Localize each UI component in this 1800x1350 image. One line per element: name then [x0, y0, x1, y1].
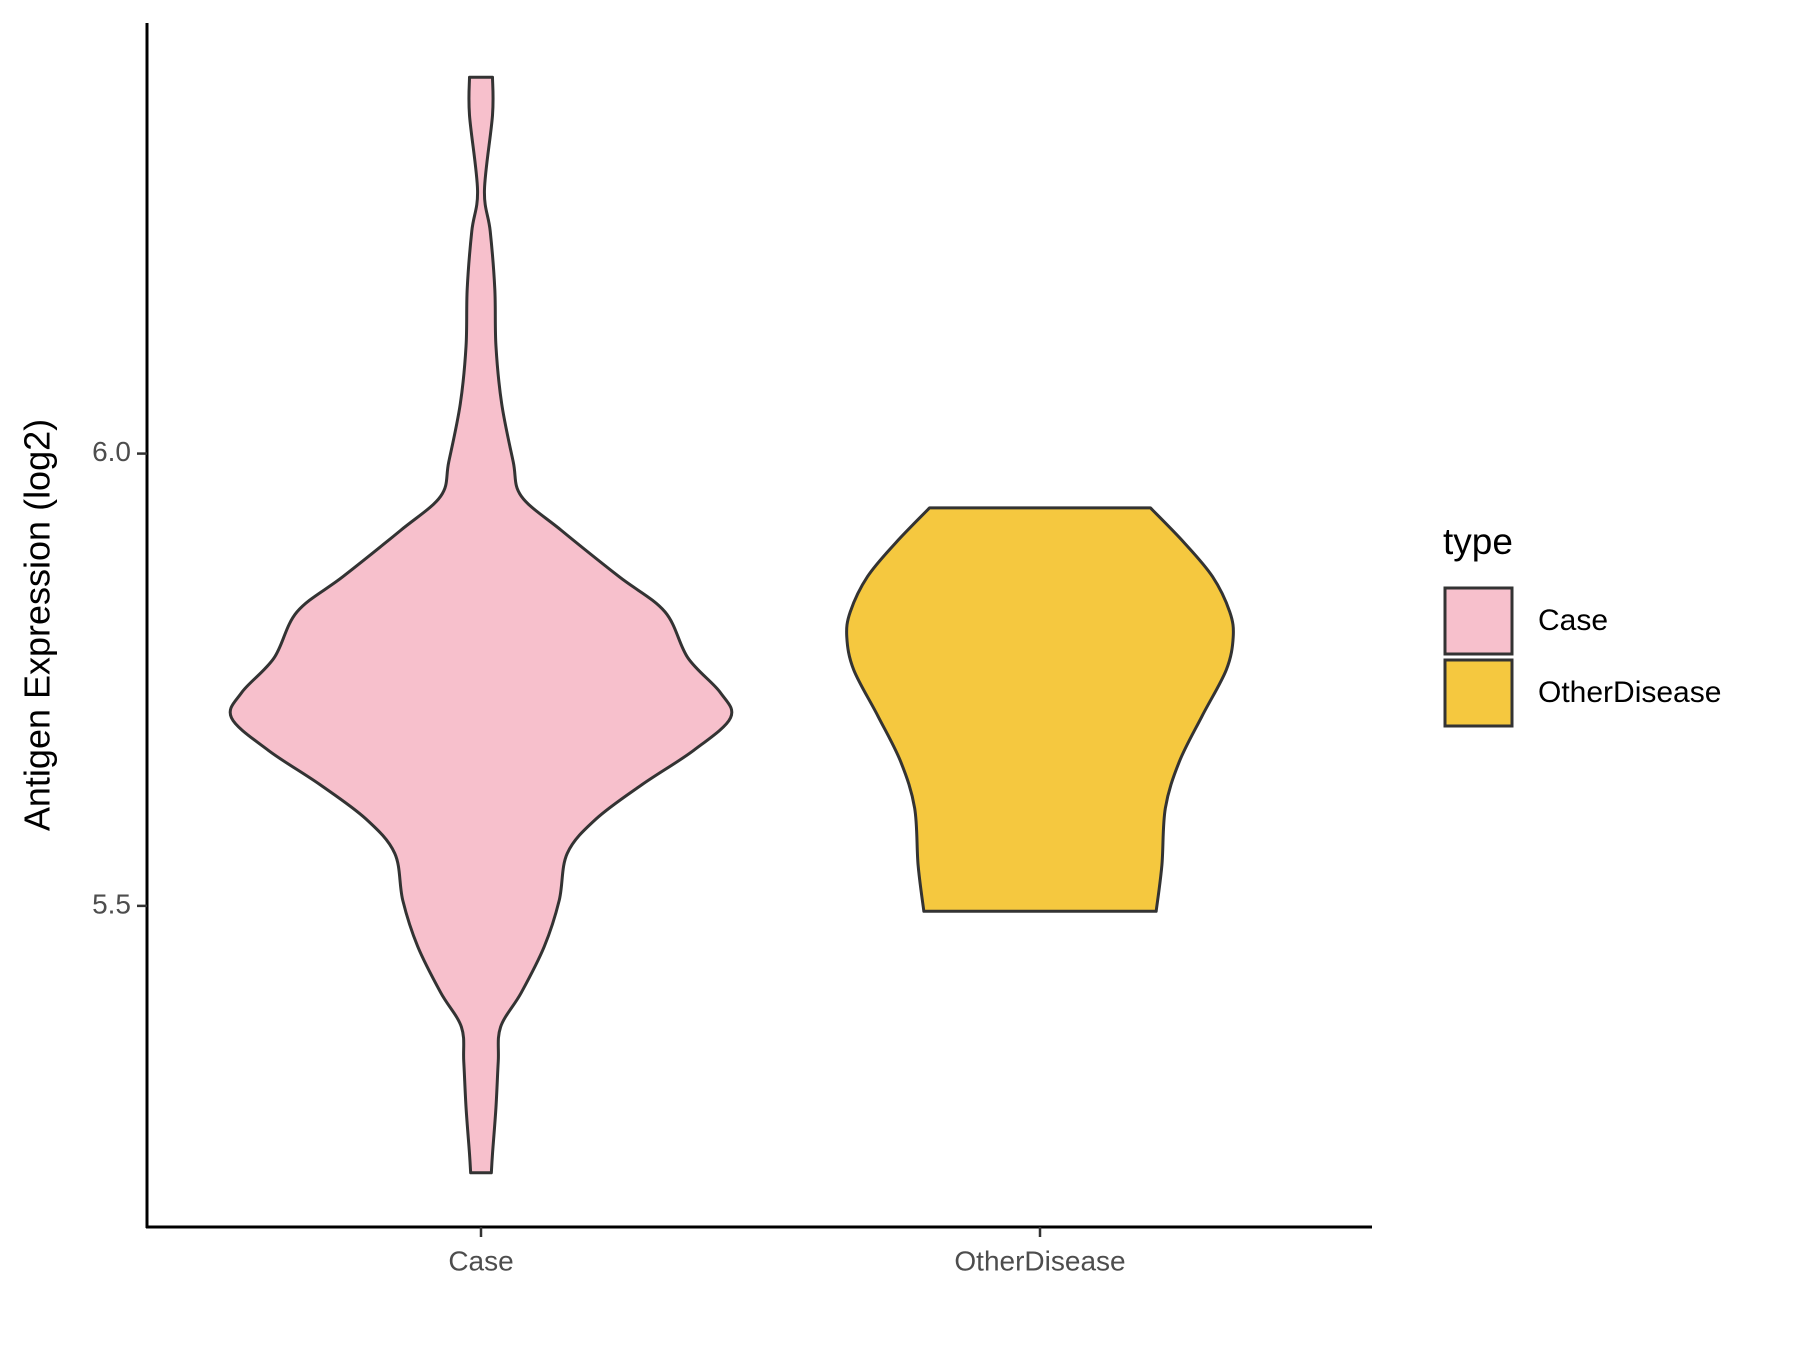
y-tick-label: 5.5 [92, 888, 131, 919]
legend-title: type [1443, 521, 1513, 562]
legend-label: Case [1538, 604, 1608, 637]
x-tick-label: Case [448, 1245, 513, 1276]
legend-key [1443, 586, 1514, 656]
legend-key [1443, 658, 1514, 728]
y-axis-title: Antigen Expression (log2) [17, 419, 58, 831]
y-tick-label: 6.0 [92, 436, 131, 467]
x-tick-label: OtherDisease [954, 1245, 1125, 1276]
violin [845, 506, 1235, 913]
violin [228, 75, 734, 1175]
legend-label: OtherDisease [1538, 676, 1721, 709]
